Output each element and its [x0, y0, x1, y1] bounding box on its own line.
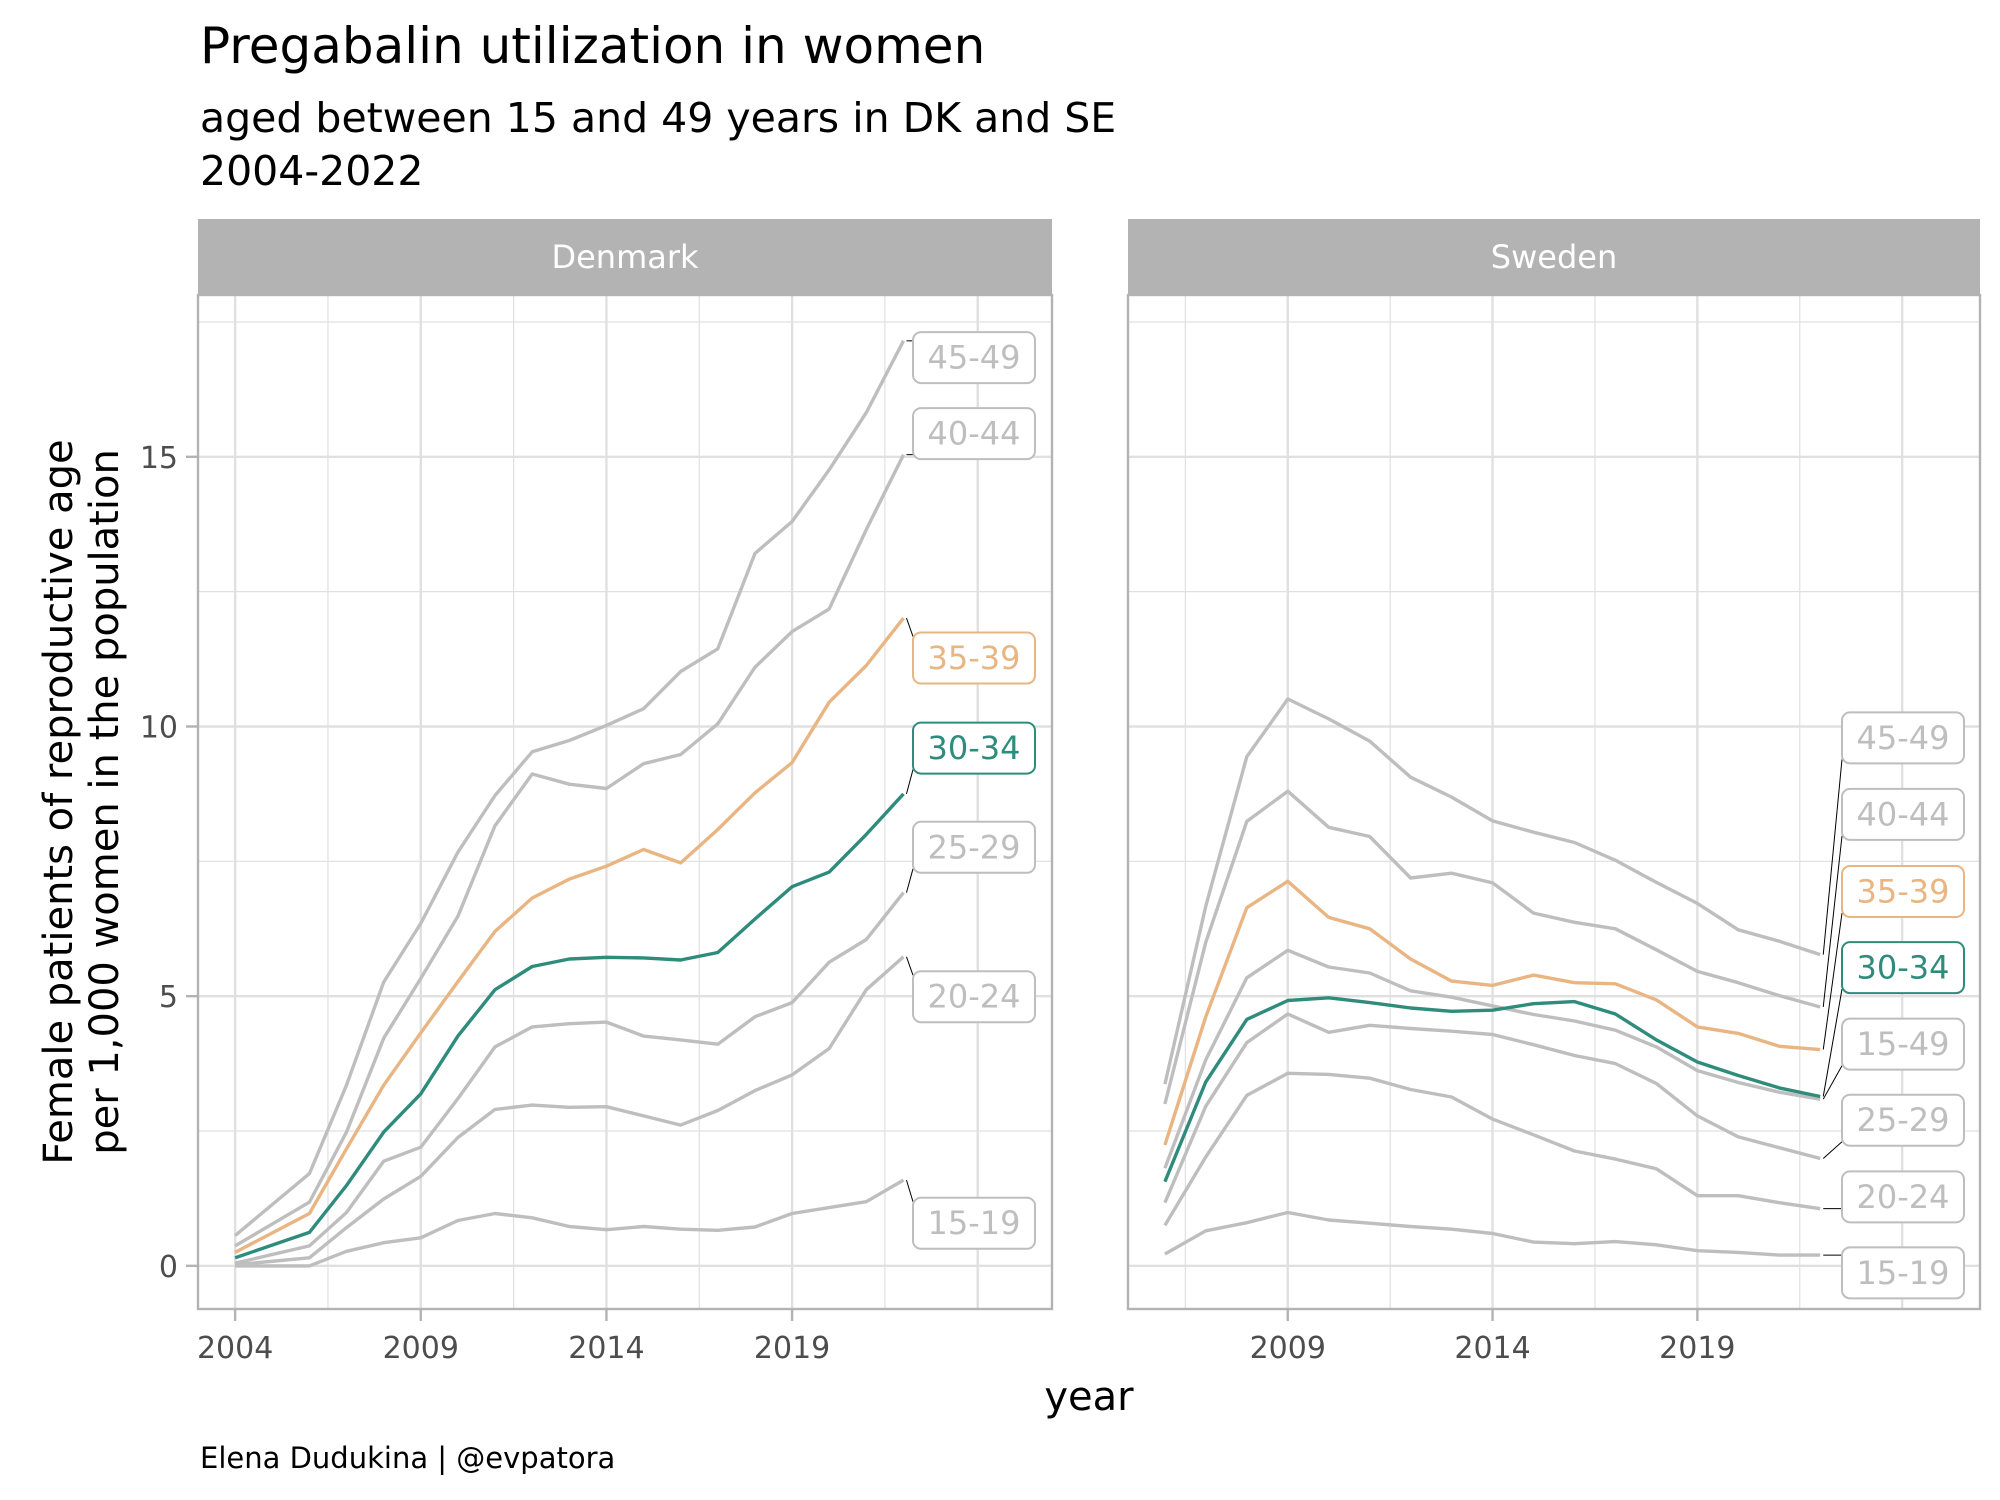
- series-label-box-denmark-20-24: [912, 970, 1036, 1024]
- y-axis-title: Female patients of reproductive age per …: [36, 439, 128, 1164]
- series-label-box-sweden-25-29: [1841, 1093, 1965, 1147]
- series-line-denmark-25-29: [234, 891, 905, 1265]
- series-label-denmark-20-24: 20-24: [928, 978, 1021, 1016]
- facet-strip-label-denmark: Denmark: [551, 238, 699, 276]
- series-label-box-denmark-40-44: [912, 407, 1036, 461]
- panel-sweden: Sweden 45-49 40-44 35-39 30-34 15-49 25-29 20-2…: [1126, 219, 1982, 1366]
- series-line-denmark-35-39: [234, 617, 905, 1254]
- y-axis-title-line-2: per 1,000 women in the population: [82, 449, 128, 1155]
- label-leader-line: [1822, 1065, 1843, 1100]
- series-label-denmark-45-49: 45-49: [928, 339, 1021, 377]
- series-line-denmark-20-24: [234, 955, 905, 1267]
- label-leader-line: [1822, 759, 1843, 955]
- series-label-box-sweden-35-39: [1841, 865, 1965, 919]
- series-label-sweden-15-19: 15-19: [1857, 1254, 1950, 1292]
- y-tick-label: 10: [140, 710, 178, 745]
- series-label-denmark-40-44: 40-44: [928, 415, 1021, 453]
- chart-caption: Elena Dudukina | @evpatora: [200, 1441, 615, 1475]
- facet-strip-sweden: [1128, 219, 1980, 295]
- x-tick-label: 2004: [197, 1331, 273, 1366]
- x-tick-label: 2019: [754, 1331, 830, 1366]
- series-label-box-sweden-20-24: [1841, 1170, 1965, 1224]
- series-label-sweden-45-49: 45-49: [1857, 719, 1950, 757]
- facet-strip-label-sweden: Sweden: [1491, 238, 1617, 276]
- series-label-box-denmark-30-34: [912, 721, 1036, 775]
- series-label-box-denmark-45-49: [912, 331, 1036, 385]
- x-tick-label: 2014: [568, 1331, 644, 1366]
- series-label-sweden-20-24: 20-24: [1857, 1178, 1950, 1216]
- series-label-sweden-30-34: 30-34: [1857, 949, 1950, 987]
- x-tick-label: 2009: [1250, 1331, 1326, 1366]
- label-leader-line: [905, 868, 914, 893]
- x-axis-title: year: [1044, 1374, 1134, 1420]
- series-label-box-sweden-40-44: [1841, 787, 1965, 841]
- chart-subtitle-line-1: aged between 15 and 49 years in DK and S…: [200, 94, 1116, 142]
- label-leader-line: [1822, 988, 1843, 1097]
- y-tick-label: 0: [159, 1250, 178, 1285]
- facet-strip-denmark: [198, 219, 1052, 295]
- series-label-denmark-25-29: 25-29: [928, 828, 1021, 866]
- series-line-sweden-40-44: [1163, 789, 1821, 1105]
- series-label-box-denmark-35-39: [912, 631, 1036, 685]
- series-label-sweden-15-49: 15-49: [1857, 1025, 1950, 1063]
- series-line-denmark-30-34: [234, 792, 905, 1260]
- series-line-sweden-15-19: [1164, 1210, 1821, 1257]
- series-line-denmark-40-44: [234, 453, 906, 1248]
- series-line-sweden-25-29: [1163, 1012, 1821, 1204]
- label-leader-line: [906, 617, 914, 637]
- series-line-sweden-20-24: [1163, 1071, 1821, 1227]
- series-line-denmark-15-19: [235, 1178, 905, 1268]
- label-leader-line: [905, 1179, 914, 1202]
- label-leader-line: [905, 769, 914, 795]
- label-leader-line: [1822, 1141, 1843, 1159]
- series-label-box-sweden-15-49: [1841, 1017, 1965, 1071]
- x-tick-label: 2019: [1659, 1331, 1735, 1366]
- y-tick-label: 5: [159, 980, 178, 1015]
- series-line-sweden-45-49: [1163, 697, 1821, 1085]
- series-label-sweden-40-44: 40-44: [1857, 795, 1950, 833]
- series-label-denmark-30-34: 30-34: [928, 729, 1021, 767]
- panel-border-denmark: [196, 293, 1054, 1311]
- x-tick-label: 2009: [383, 1331, 459, 1366]
- series-label-box-denmark-15-19: [912, 1196, 1036, 1250]
- label-leader-line: [1822, 835, 1843, 1008]
- series-label-sweden-35-39: 35-39: [1857, 873, 1950, 911]
- chart-title: Pregabalin utilization in women: [200, 17, 985, 75]
- label-leader-line: [1822, 912, 1843, 1050]
- label-leader-line: [906, 956, 914, 976]
- chart-subtitle-line-2: 2004-2022: [200, 147, 423, 195]
- series-label-box-sweden-45-49: [1841, 711, 1965, 765]
- y-tick-label: 15: [140, 441, 178, 476]
- series-label-box-sweden-30-34: [1841, 941, 1965, 995]
- series-label-box-denmark-25-29: [912, 820, 1036, 874]
- series-label-box-sweden-15-19: [1841, 1246, 1965, 1300]
- plot-background-denmark: [198, 295, 1052, 1309]
- series-line-sweden-30-34: [1163, 996, 1821, 1183]
- y-axis-title-line-1: Female patients of reproductive age: [36, 439, 82, 1164]
- panel-denmark: Denmark 45-49 40-44 35-39 30-34 25-29 20-24 15-…: [140, 219, 1054, 1366]
- series-line-sweden-15-49: [1163, 948, 1821, 1169]
- series-label-denmark-35-39: 35-39: [928, 639, 1021, 677]
- series-line-denmark-45-49: [234, 340, 906, 1237]
- series-label-denmark-15-19: 15-19: [928, 1204, 1021, 1242]
- series-label-sweden-25-29: 25-29: [1857, 1101, 1950, 1139]
- series-line-sweden-35-39: [1163, 879, 1821, 1146]
- x-tick-label: 2014: [1454, 1331, 1530, 1366]
- panel-border-sweden: [1126, 293, 1982, 1311]
